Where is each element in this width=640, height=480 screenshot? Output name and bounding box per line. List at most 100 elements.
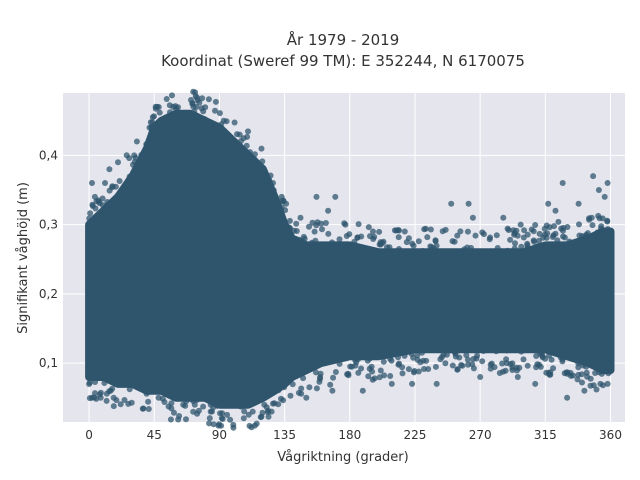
- scatter-point: [381, 372, 388, 379]
- scatter-point: [427, 226, 434, 233]
- x-tick-label: 270: [469, 428, 492, 442]
- scatter-point: [258, 145, 265, 152]
- y-tick-labels: 0,1 0,2 0,3 0,4: [39, 148, 58, 370]
- scatter-point: [97, 394, 104, 401]
- scatter-point: [193, 397, 200, 403]
- scatter-point: [576, 232, 583, 239]
- scatter-point: [218, 422, 225, 429]
- scatter-point: [313, 193, 320, 200]
- chart-title-line1: År 1979 - 2019: [287, 30, 400, 49]
- scatter-point: [369, 376, 376, 383]
- x-tick-label: 45: [147, 428, 162, 442]
- scatter-point: [587, 382, 594, 389]
- scatter-point: [312, 369, 319, 376]
- scatter-point: [520, 234, 527, 241]
- scatter-point: [377, 367, 384, 374]
- scatter-point: [480, 348, 487, 354]
- scatter-point: [133, 138, 140, 145]
- scatter-point: [578, 371, 585, 378]
- y-tick-label: 0,1: [39, 356, 58, 370]
- scatter-point: [532, 222, 539, 228]
- scatter-point: [605, 370, 612, 377]
- scatter-point: [317, 370, 324, 377]
- scatter-point: [405, 366, 412, 373]
- scatter-point: [168, 400, 175, 407]
- scatter-point: [604, 180, 611, 186]
- scatter-point: [325, 230, 332, 237]
- scatter-point: [199, 95, 206, 102]
- x-tick-label: 225: [404, 428, 427, 442]
- scatter-point: [454, 366, 461, 373]
- scatter-point: [271, 400, 278, 407]
- scatter-point: [335, 356, 342, 363]
- scatter-point: [561, 370, 568, 377]
- scatter-point: [200, 403, 207, 410]
- scatter-point: [560, 224, 567, 231]
- scatter-point: [536, 230, 543, 237]
- scatter-point: [534, 361, 541, 368]
- x-tick-label: 180: [338, 428, 361, 442]
- scatter-point: [86, 215, 93, 222]
- scatter-point: [311, 228, 318, 235]
- scatter-point: [289, 381, 296, 388]
- scatter-point: [546, 352, 553, 359]
- scatter-point: [300, 375, 307, 382]
- scatter-point: [332, 369, 339, 375]
- scatter-point: [154, 103, 161, 110]
- scatter-point: [112, 183, 119, 190]
- scatter-point: [236, 131, 243, 138]
- scatter-point: [448, 200, 455, 207]
- chart-title-line2: Koordinat (Sweref 99 TM): E 352244, N 61…: [161, 52, 525, 70]
- scatter-point: [313, 385, 320, 392]
- scatter-point: [463, 352, 470, 359]
- scatter-point: [575, 200, 582, 207]
- scatter-point: [128, 173, 135, 180]
- x-tick-label: 0: [85, 428, 93, 442]
- scatter-point: [493, 348, 500, 355]
- scatter-point: [219, 416, 226, 422]
- scatter-point: [396, 360, 403, 367]
- scatter-point: [439, 228, 446, 235]
- scatter-point: [579, 379, 585, 386]
- scatter-point: [243, 142, 250, 149]
- scatter-point: [241, 408, 248, 415]
- x-tick-label: 135: [273, 428, 296, 442]
- scatter-point: [230, 424, 237, 431]
- scatter-point: [142, 148, 149, 155]
- scatter-point: [597, 380, 604, 387]
- scatter-point: [530, 346, 537, 353]
- scatter-point: [411, 346, 418, 353]
- scatter-point: [376, 228, 383, 235]
- scatter-point: [425, 366, 432, 372]
- scatter-point: [91, 214, 98, 221]
- scatter-point: [231, 119, 238, 126]
- scatter-point: [259, 158, 266, 165]
- scatter-point: [424, 234, 431, 241]
- scatter-point: [432, 363, 439, 370]
- scatter-point: [206, 415, 213, 422]
- scatter-point: [365, 373, 372, 380]
- x-tick-labels: 0 45 90 135 180 225 270 315 360: [85, 428, 622, 442]
- scatter-point: [595, 187, 602, 193]
- scatter-point: [396, 246, 402, 252]
- scatter-point: [531, 238, 538, 245]
- scatter-point: [107, 387, 114, 394]
- scatter-point: [574, 376, 581, 383]
- scatter-point: [106, 166, 113, 173]
- scatter-point: [146, 136, 153, 143]
- scatter-point: [298, 390, 305, 397]
- scatter-point: [102, 180, 108, 186]
- scatter-point: [227, 416, 234, 423]
- x-tick-label: 90: [212, 428, 227, 442]
- scatter-point: [298, 385, 305, 392]
- scatter-point: [86, 379, 93, 386]
- scatter-point: [414, 356, 421, 363]
- scatter-point: [533, 353, 540, 359]
- scatter-point: [500, 368, 507, 375]
- scatter-point: [501, 347, 508, 354]
- scatter-point: [191, 401, 198, 408]
- scatter-point: [421, 248, 428, 255]
- scatter-point: [270, 180, 276, 186]
- scatter-point: [91, 193, 98, 200]
